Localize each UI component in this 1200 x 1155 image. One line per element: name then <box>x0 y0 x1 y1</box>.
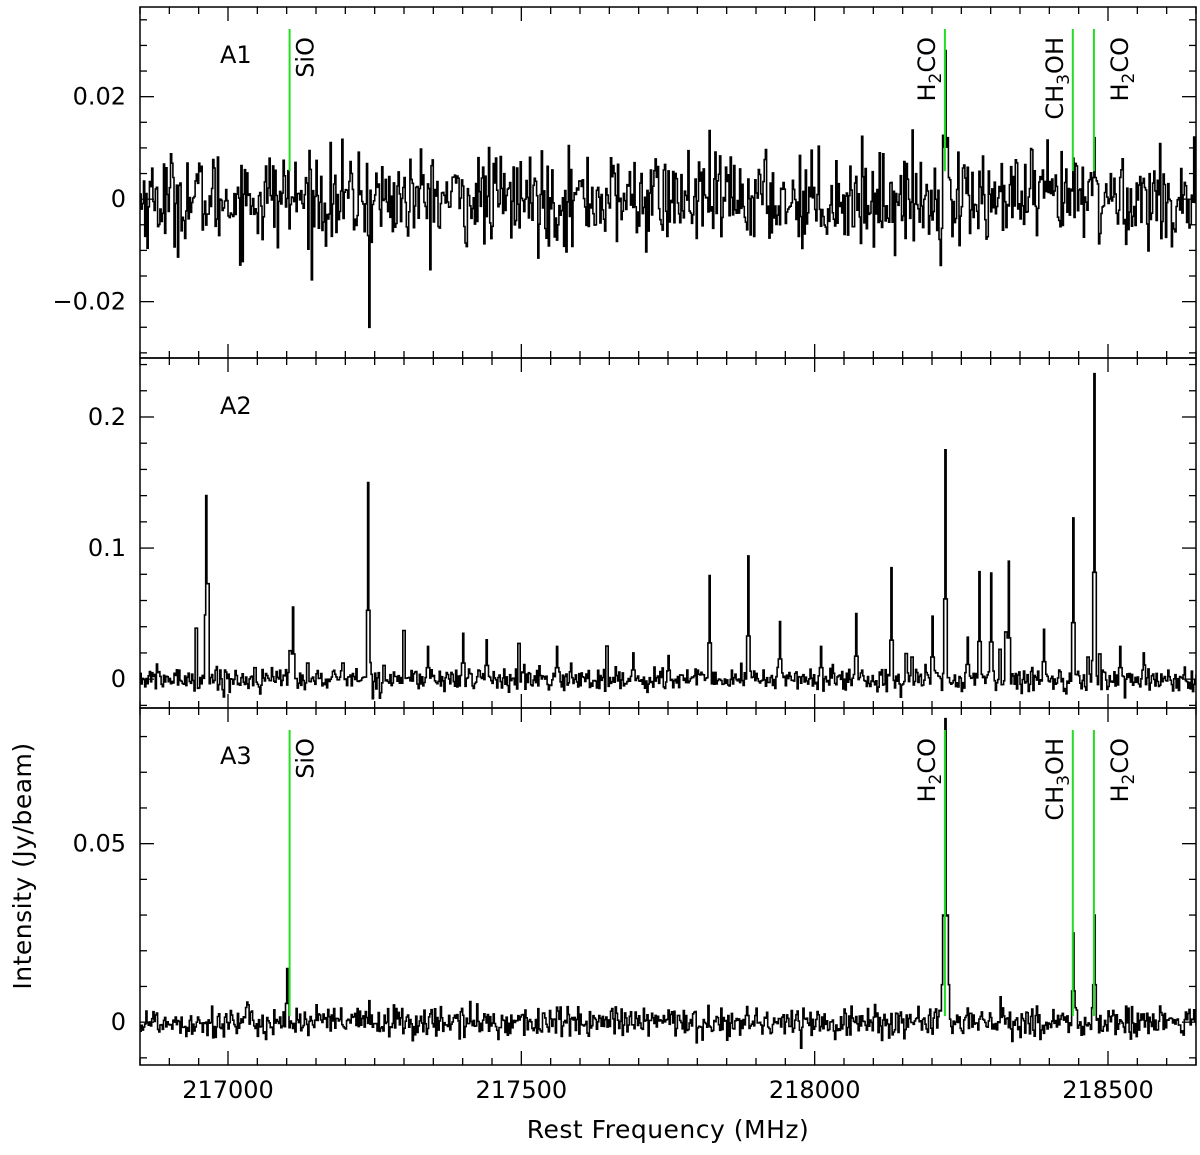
y-tick-label: −0.02 <box>52 288 126 316</box>
line-label-ch3oh: CH3OH <box>1041 738 1074 821</box>
panel-label: A3 <box>220 742 252 770</box>
panel-a1: SiO H2CO CH3OH H2CO −0.02 0 0.02 A1 <box>52 6 1197 359</box>
spectrum-trace-a2 <box>140 372 1196 700</box>
y-tick-label: 0 <box>111 665 126 693</box>
y-tick-label: 0.1 <box>88 534 126 562</box>
line-label-h2co: H2CO <box>1106 738 1139 803</box>
x-tick-label: 218500 <box>1062 1076 1154 1104</box>
y-tick-label: 0.2 <box>88 403 126 431</box>
line-label-ch3oh: CH3OH <box>1041 37 1074 120</box>
y-tick-label: 0 <box>111 1008 126 1036</box>
x-tick-label: 218000 <box>769 1076 861 1104</box>
panel-label: A2 <box>220 392 252 420</box>
spectrum-trace-a1 <box>140 49 1196 329</box>
y-axis-title: Intensity (Jy/beam) <box>8 742 37 989</box>
x-tick-label: 217000 <box>182 1076 274 1104</box>
y-tick-label: 0 <box>111 185 126 213</box>
panel-label: A1 <box>220 41 252 69</box>
y-tick-label: 0.05 <box>73 830 126 858</box>
panel-a2: 0 0.1 0.2 A2 <box>88 357 1197 709</box>
y-tick-label: 0.02 <box>73 83 126 111</box>
line-label-h2co: H2CO <box>913 37 946 102</box>
line-label-sio: SiO <box>292 738 320 779</box>
line-label-h2co: H2CO <box>913 738 946 803</box>
x-tick-label: 217500 <box>476 1076 568 1104</box>
line-label-h2co: H2CO <box>1106 37 1139 102</box>
x-axis-title: Rest Frequency (MHz) <box>527 1115 810 1144</box>
spectrum-trace-a3 <box>140 717 1196 1049</box>
panel-a3: SiO H2CO CH3OH H2CO 0 0.05 A3 <box>73 707 1197 1066</box>
panels-group: SiO H2CO CH3OH H2CO −0.02 0 0.02 A1 0 0.1 0.2 A2 SiO… <box>52 6 1197 1104</box>
line-label-sio: SiO <box>292 37 320 78</box>
